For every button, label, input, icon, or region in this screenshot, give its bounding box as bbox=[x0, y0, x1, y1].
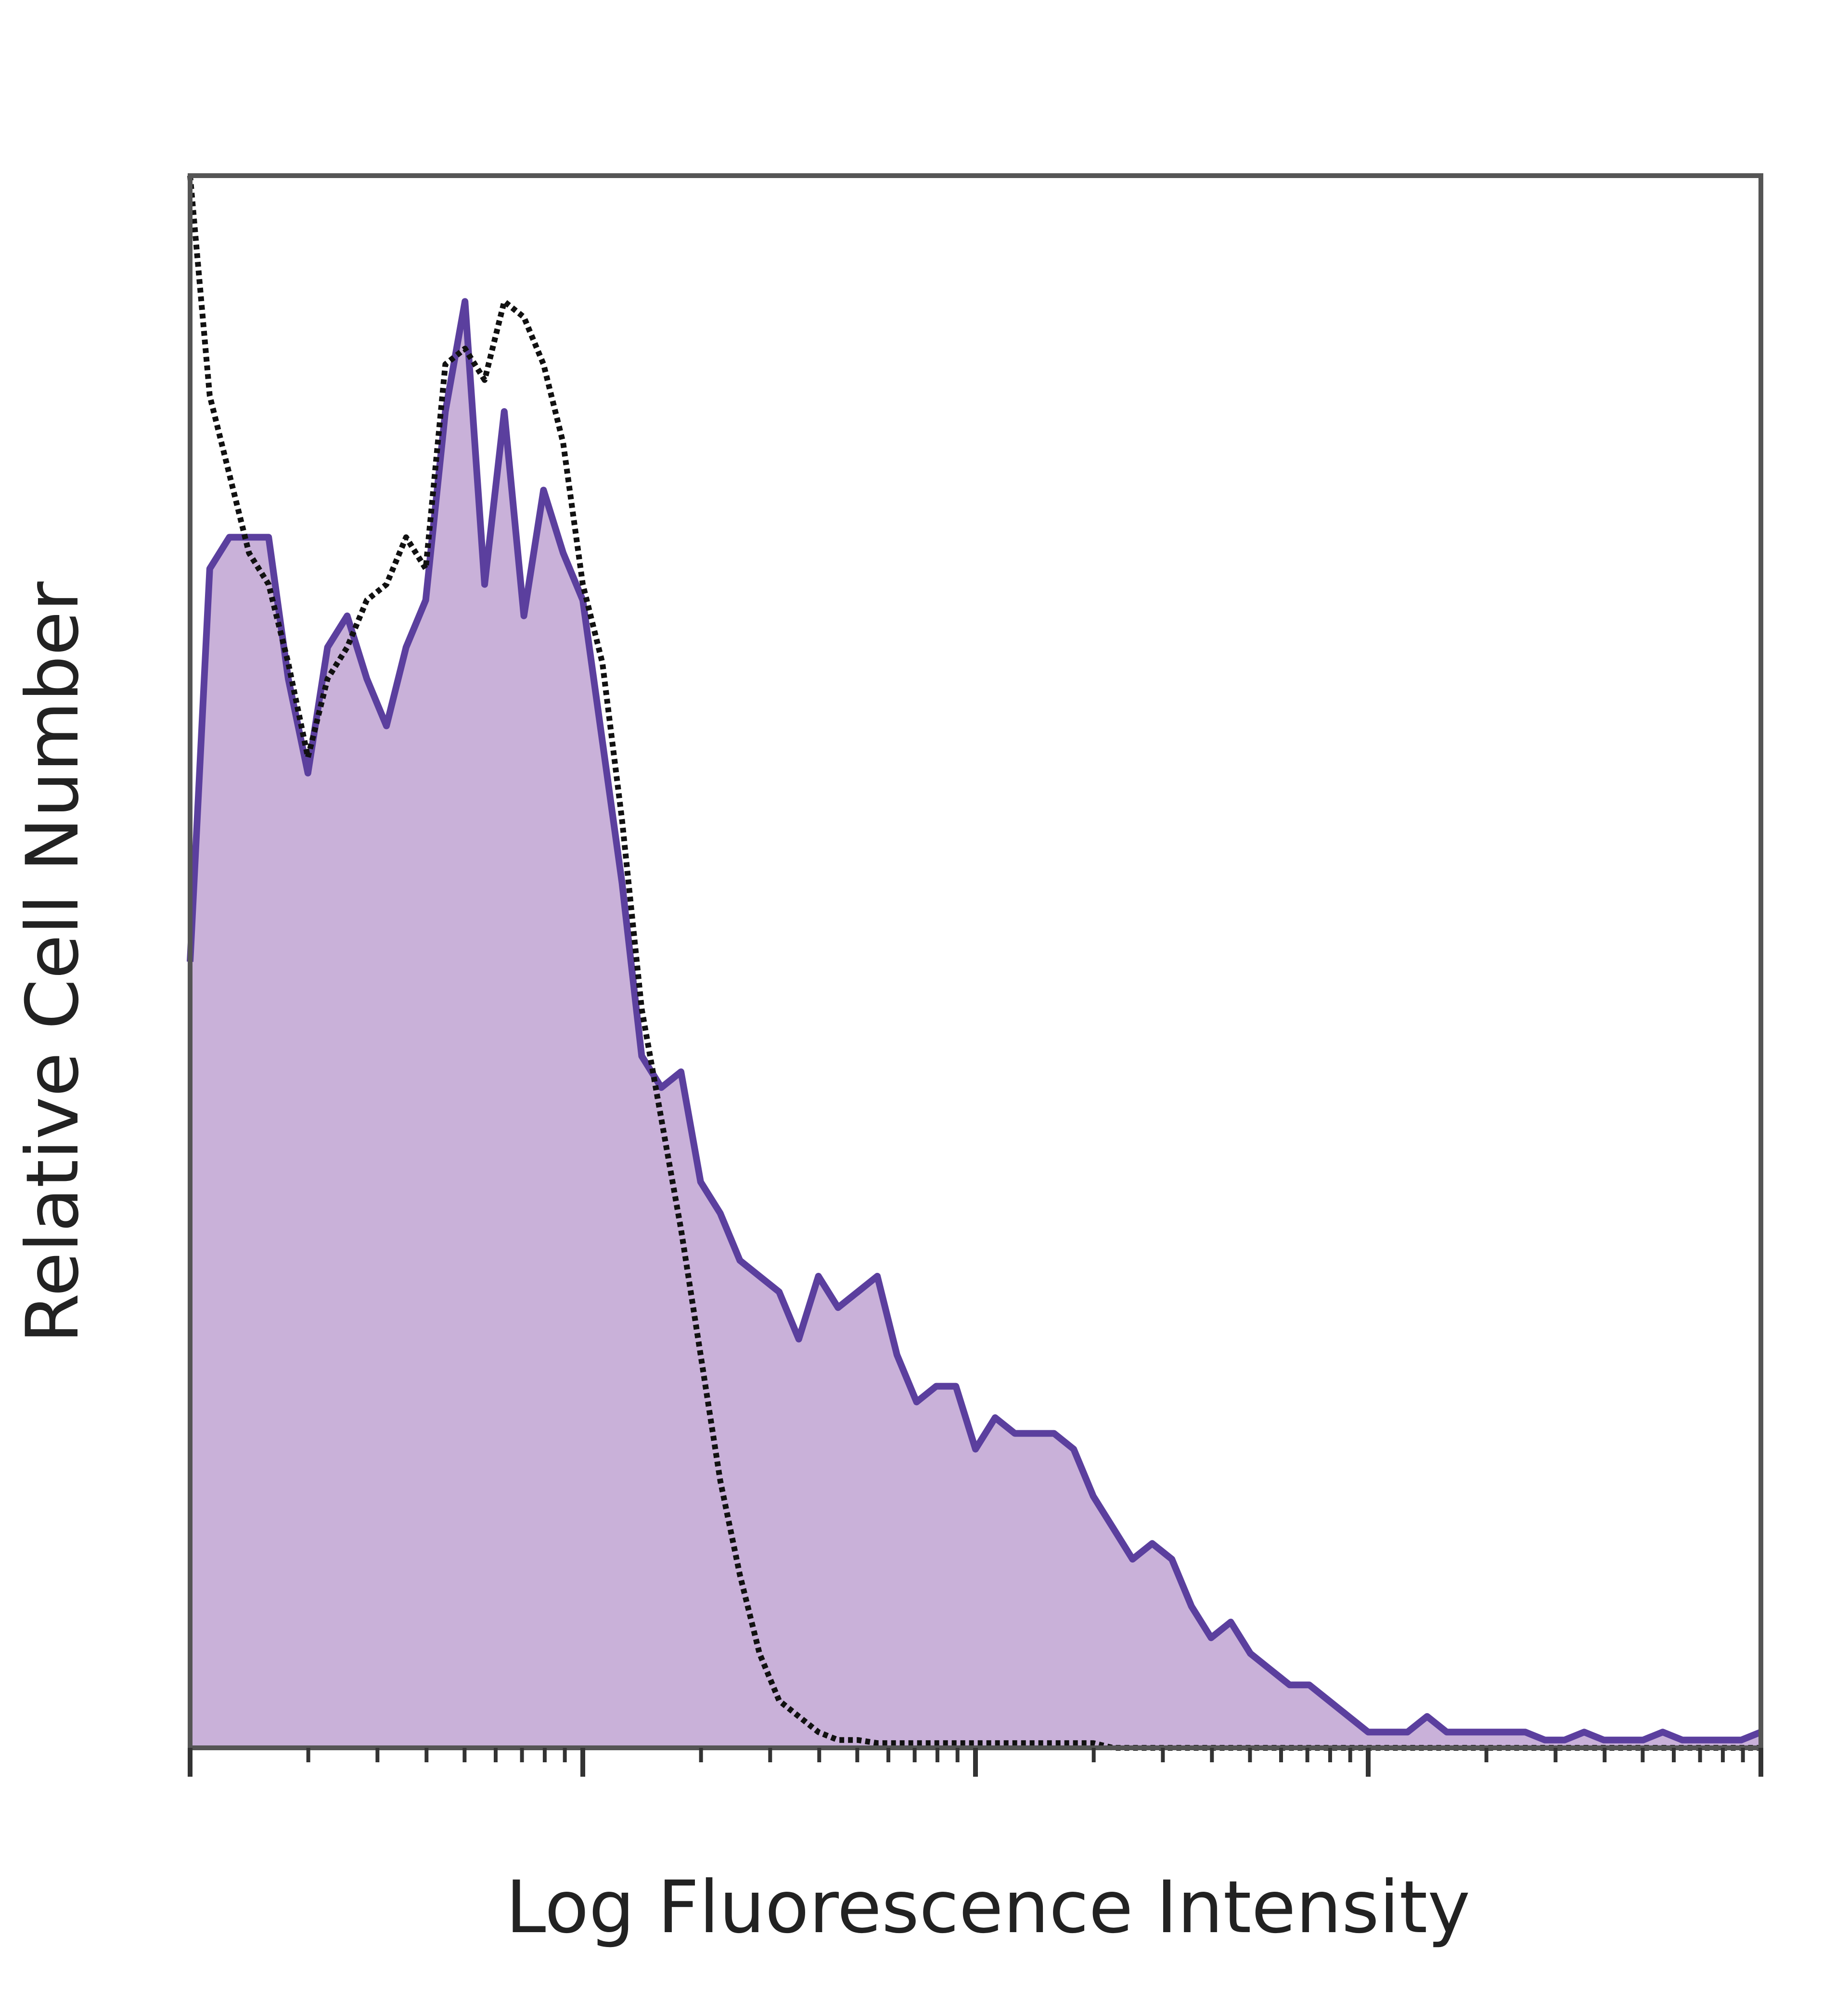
series-line bbox=[187, 298, 1762, 1744]
y-axis-label: Relative Cell Number bbox=[11, 581, 95, 1344]
area-fill bbox=[190, 301, 1761, 1748]
x-axis-label: Log Fluorescence Intensity bbox=[506, 1866, 1470, 1949]
